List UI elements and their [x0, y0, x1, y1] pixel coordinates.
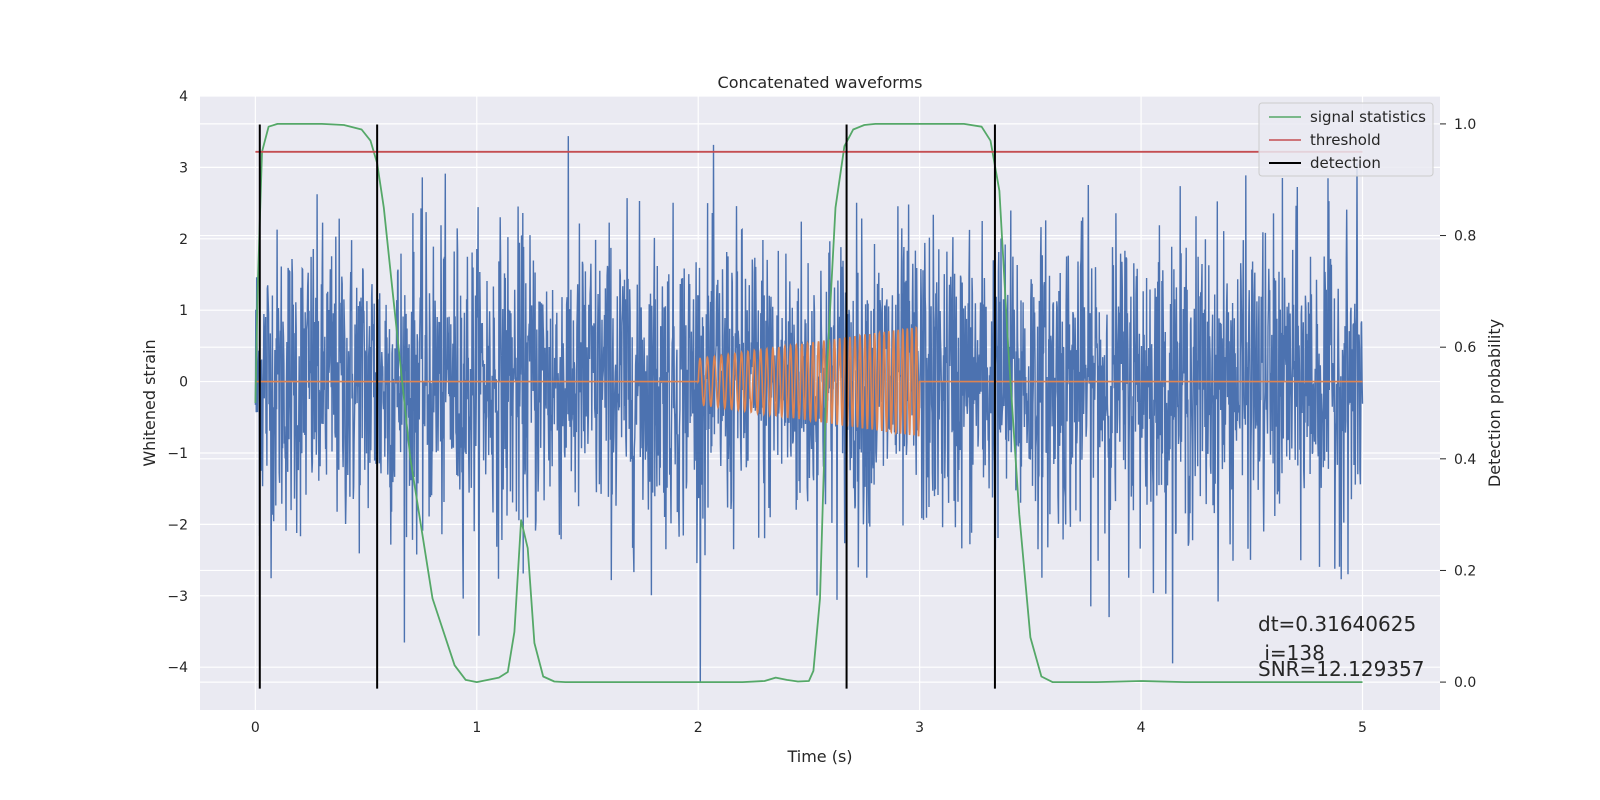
annotation-text: dt=0.31640625 i=138 SNR=12.129357 — [1258, 612, 1424, 681]
x-tick-label: 0 — [251, 720, 260, 736]
grid-lines — [200, 95, 1440, 710]
x-tick-label: 2 — [694, 720, 703, 736]
signal-statistics-line — [254, 123, 1363, 683]
template-layer — [255, 325, 1363, 437]
legend-label-signal-statistics: signal statistics — [1310, 108, 1426, 126]
x-tick-label: 3 — [915, 720, 924, 736]
y2-tick-label: 0.2 — [1454, 563, 1476, 579]
series-layer — [254, 123, 1363, 689]
y-tick-label: 3 — [179, 160, 188, 176]
y2-axis-label: Detection probability — [1485, 319, 1504, 487]
legend-box — [1258, 102, 1434, 177]
y2-tick-label: 1.0 — [1454, 117, 1476, 133]
axis-ticks: 0 1 2 3 4 5 4 3 2 1 0 −1 −2 −3 −4 1.0 0.8 0.6 0.4 0.2 0.0 — [167, 89, 1476, 736]
annotation-snr: SNR=12.129357 — [1258, 657, 1424, 681]
legend: signal statistics threshold detection — [1258, 102, 1434, 177]
y-tick-label: 2 — [179, 232, 188, 248]
x-tick-label: 5 — [1358, 720, 1367, 736]
x-tick-label: 1 — [472, 720, 481, 736]
legend-label-threshold: threshold — [1310, 131, 1381, 149]
annotation-index: i=138 — [1258, 641, 1325, 665]
y-tick-label: −4 — [167, 660, 188, 676]
x-tick-label: 4 — [1137, 720, 1146, 736]
y2-tick-label: 0.8 — [1454, 229, 1476, 245]
legend-label-detection: detection — [1310, 154, 1381, 172]
y-axis-label: Whitened strain — [140, 339, 159, 466]
chart-title: Concatenated waveforms — [718, 73, 923, 92]
y-tick-label: −2 — [167, 517, 188, 533]
y-tick-label: −1 — [167, 446, 188, 462]
template-waveform-line — [255, 325, 1363, 437]
y-tick-label: −3 — [167, 589, 188, 605]
y2-tick-label: 0.0 — [1454, 675, 1476, 691]
annotation-dt: dt=0.31640625 — [1258, 612, 1416, 636]
y2-tick-label: 0.6 — [1454, 340, 1476, 356]
y-tick-label: 0 — [179, 375, 188, 391]
y-tick-label: 1 — [179, 303, 188, 319]
y2-tick-label: 0.4 — [1454, 452, 1476, 468]
y-tick-label: 4 — [179, 89, 188, 105]
x-axis-label: Time (s) — [786, 747, 852, 766]
